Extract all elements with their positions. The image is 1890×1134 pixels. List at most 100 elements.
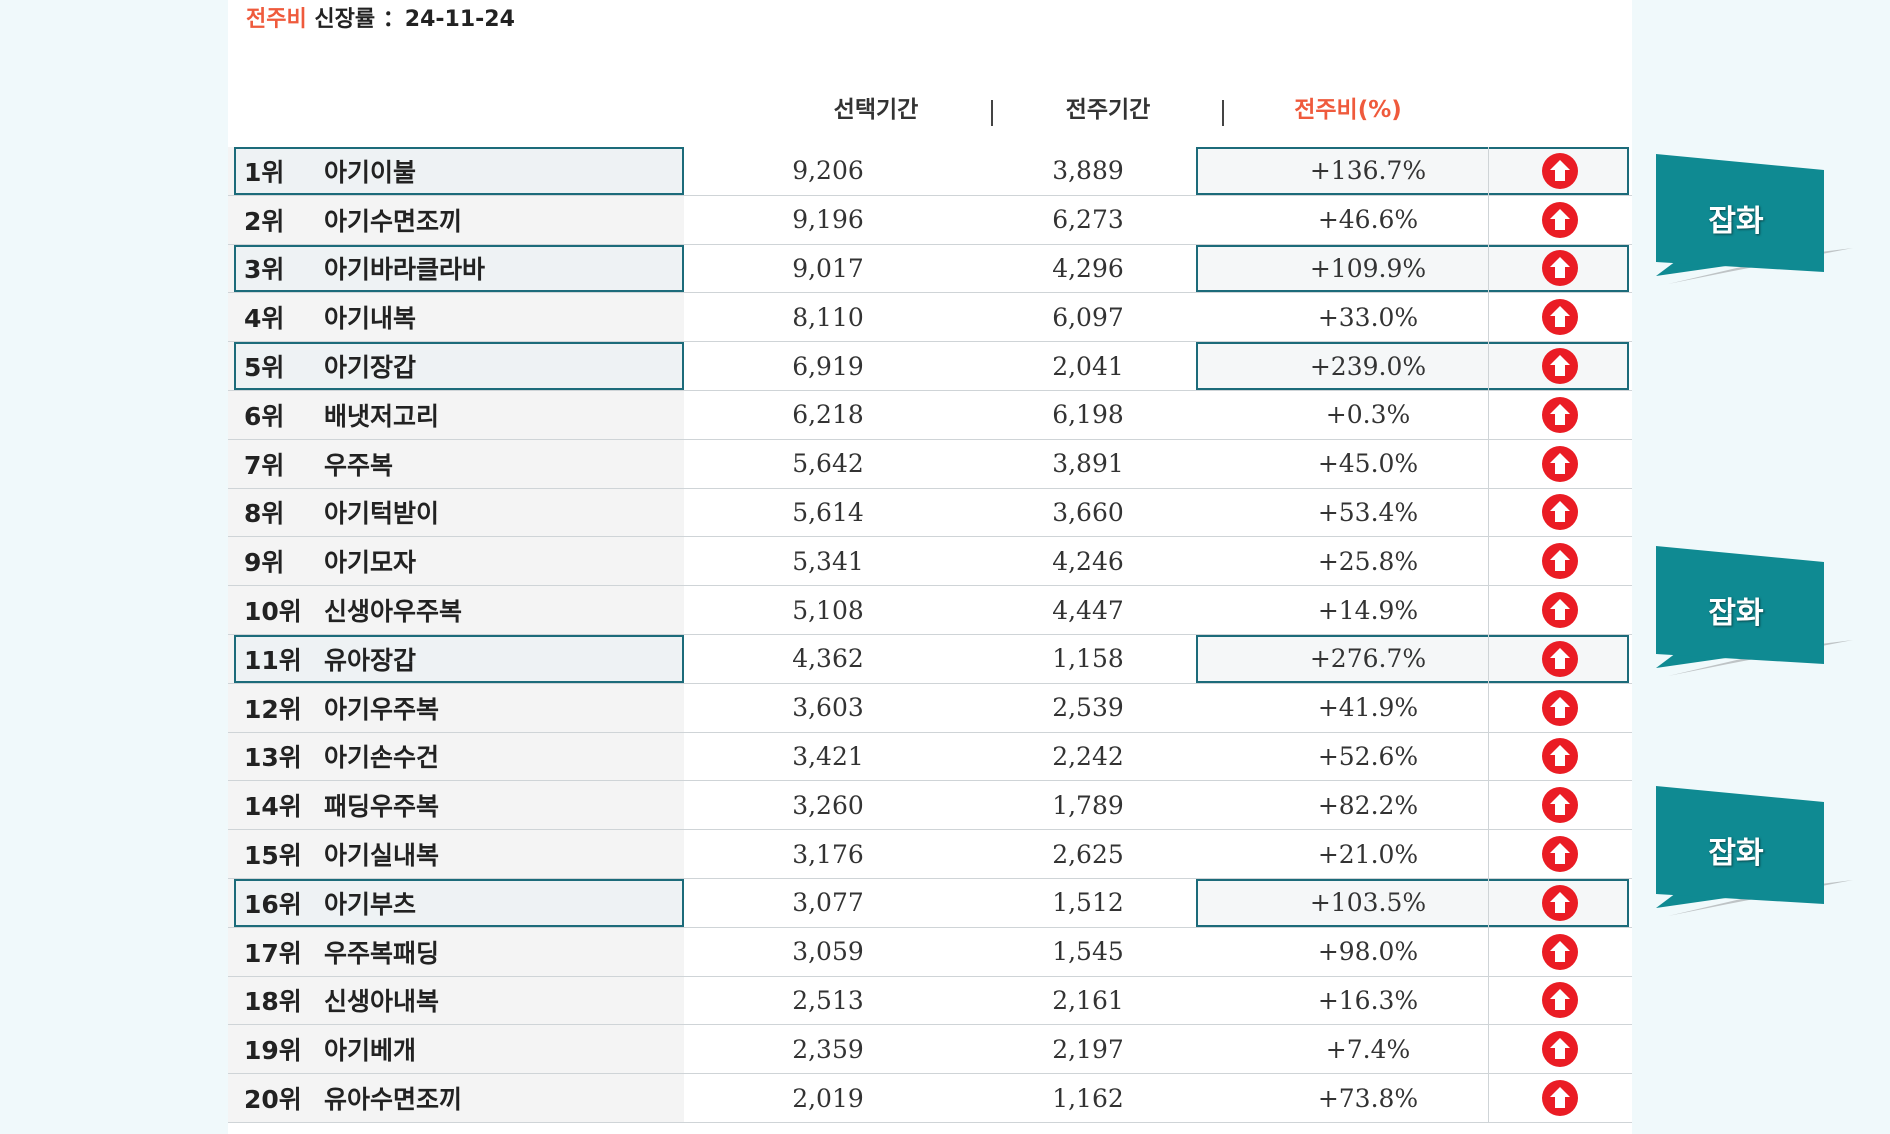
rank-cell bbox=[228, 390, 684, 439]
table-row: 12위 아기우주복 3,603 2,539 +41.9% bbox=[228, 683, 1632, 733]
page-title: 전주비 신장률 ：24-11-24 bbox=[246, 2, 515, 38]
selected-period-value: 9,196 bbox=[792, 205, 864, 235]
header-selected-period: 선택기간 bbox=[833, 97, 919, 123]
up-arrow-icon bbox=[1542, 152, 1578, 189]
ratio-value: +21.0% bbox=[1317, 839, 1419, 869]
highlight-box bbox=[234, 147, 684, 195]
rank-cell bbox=[228, 781, 684, 830]
keyword-label: 유아장갑 bbox=[324, 645, 417, 675]
rank-label: 10위 bbox=[244, 597, 302, 627]
keyword-label: 유아수면조끼 bbox=[324, 1085, 463, 1115]
header-separator bbox=[1222, 100, 1224, 126]
rank-label: 18위 bbox=[244, 987, 302, 1017]
column-divider bbox=[1488, 586, 1489, 634]
ratio-value: +98.0% bbox=[1317, 937, 1419, 967]
column-divider bbox=[1488, 634, 1489, 683]
column-divider bbox=[1488, 927, 1489, 976]
previous-period-value: 1,158 bbox=[1052, 644, 1124, 674]
keyword-label: 아기장갑 bbox=[324, 353, 417, 383]
column-divider bbox=[1488, 878, 1489, 927]
ratio-value: +53.4% bbox=[1317, 497, 1419, 527]
table-row: 1위 아기이불 9,206 3,889 +136.7% bbox=[228, 147, 1632, 196]
rank-label: 9위 bbox=[244, 548, 285, 578]
up-arrow-icon bbox=[1542, 787, 1578, 824]
previous-period-value: 4,296 bbox=[1052, 253, 1124, 283]
ranking-table: 1위 아기이불 9,206 3,889 +136.7% 2위 아기수면조끼 9,196 6,27… bbox=[228, 147, 1632, 1123]
selected-period-value: 2,513 bbox=[792, 985, 864, 1015]
header-separator bbox=[991, 100, 993, 126]
selected-period-value: 5,614 bbox=[792, 497, 864, 527]
table-row: 11위 유아장갑 4,362 1,158 +276.7% bbox=[228, 634, 1632, 684]
rank-cell bbox=[228, 488, 684, 537]
ratio-value: +41.9% bbox=[1317, 693, 1419, 723]
rank-label: 11위 bbox=[244, 645, 302, 675]
category-callout: 잡화 bbox=[1648, 148, 1878, 298]
ratio-value: +33.0% bbox=[1317, 302, 1419, 332]
rank-cell bbox=[228, 1074, 684, 1122]
selected-period-value: 5,642 bbox=[792, 449, 864, 479]
column-divider bbox=[1488, 1025, 1489, 1074]
up-arrow-icon bbox=[1542, 640, 1578, 677]
previous-period-value: 2,197 bbox=[1052, 1034, 1124, 1064]
header-previous-period: 전주기간 bbox=[1065, 97, 1151, 123]
keyword-label: 아기수면조끼 bbox=[324, 206, 463, 236]
column-divider bbox=[1488, 830, 1489, 878]
keyword-label: 아기베개 bbox=[324, 1036, 417, 1066]
previous-period-value: 2,242 bbox=[1052, 741, 1124, 771]
ratio-value: +0.3% bbox=[1325, 400, 1411, 430]
rank-cell bbox=[228, 732, 684, 781]
table-row: 15위 아기실내복 3,176 2,625 +21.0% bbox=[228, 830, 1632, 879]
previous-period-value: 4,246 bbox=[1052, 546, 1124, 576]
keyword-label: 아기실내복 bbox=[324, 841, 440, 871]
rank-label: 5위 bbox=[244, 353, 285, 383]
rank-label: 1위 bbox=[244, 157, 285, 187]
up-arrow-icon bbox=[1542, 445, 1578, 482]
selected-period-value: 6,218 bbox=[792, 400, 864, 430]
rank-cell bbox=[228, 976, 684, 1025]
selected-period-value: 5,341 bbox=[792, 546, 864, 576]
highlight-box bbox=[234, 634, 684, 683]
highlight-box bbox=[234, 878, 684, 927]
keyword-label: 우주복패딩 bbox=[324, 938, 440, 968]
up-arrow-icon bbox=[1542, 689, 1578, 726]
previous-period-value: 4,447 bbox=[1052, 595, 1124, 625]
table-row: 8위 아기턱받이 5,614 3,660 +53.4% bbox=[228, 488, 1632, 538]
table-row: 17위 우주복패딩 3,059 1,545 +98.0% bbox=[228, 927, 1632, 977]
table-row: 9위 아기모자 5,341 4,246 +25.8% bbox=[228, 537, 1632, 587]
rank-cell bbox=[228, 439, 684, 488]
previous-period-value: 2,161 bbox=[1052, 985, 1124, 1015]
keyword-label: 아기턱받이 bbox=[324, 499, 440, 529]
column-divider bbox=[1488, 537, 1489, 586]
highlight-box bbox=[234, 342, 684, 390]
column-divider bbox=[1488, 439, 1489, 488]
callout-label: 잡화 bbox=[1708, 204, 1764, 239]
ratio-value: +25.8% bbox=[1317, 546, 1419, 576]
table-row: 20위 유아수면조끼 2,019 1,162 +73.8% bbox=[228, 1074, 1632, 1123]
ratio-value: +52.6% bbox=[1317, 741, 1419, 771]
column-divider bbox=[1488, 195, 1489, 244]
ratio-value: +7.4% bbox=[1325, 1034, 1411, 1064]
keyword-label: 신생아우주복 bbox=[324, 597, 463, 627]
previous-period-value: 6,198 bbox=[1052, 400, 1124, 430]
previous-period-value: 3,660 bbox=[1052, 497, 1124, 527]
selected-period-value: 3,421 bbox=[792, 741, 864, 771]
previous-period-value: 6,273 bbox=[1052, 205, 1124, 235]
rank-label: 14위 bbox=[244, 792, 302, 822]
previous-period-value: 1,512 bbox=[1052, 888, 1124, 918]
up-arrow-icon bbox=[1542, 884, 1578, 921]
table-row: 14위 패딩우주복 3,260 1,789 +82.2% bbox=[228, 781, 1632, 831]
up-arrow-icon bbox=[1542, 543, 1578, 580]
previous-period-value: 6,097 bbox=[1052, 302, 1124, 332]
previous-period-value: 3,889 bbox=[1052, 156, 1124, 186]
speech-bubble-icon bbox=[1656, 786, 1853, 916]
selected-period-value: 3,059 bbox=[792, 937, 864, 967]
table-row: 7위 우주복 5,642 3,891 +45.0% bbox=[228, 439, 1632, 489]
ratio-value: +82.2% bbox=[1317, 790, 1419, 820]
previous-period-value: 2,625 bbox=[1052, 839, 1124, 869]
selected-period-value: 8,110 bbox=[792, 302, 864, 332]
rank-label: 13위 bbox=[244, 743, 302, 773]
keyword-label: 아기부츠 bbox=[324, 889, 417, 919]
keyword-label: 우주복 bbox=[324, 450, 394, 480]
previous-period-value: 1,162 bbox=[1052, 1083, 1124, 1113]
column-divider bbox=[1488, 147, 1489, 195]
